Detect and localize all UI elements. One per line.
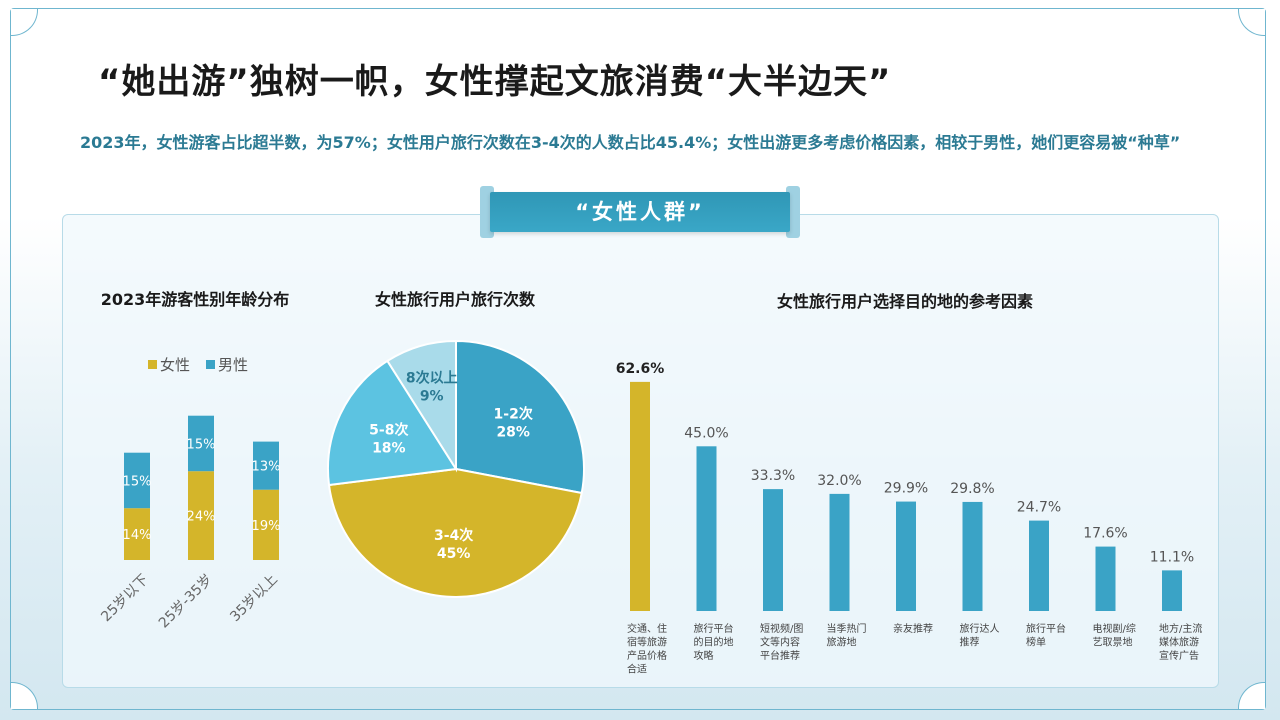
- bar: [696, 446, 717, 611]
- page-subtitle: 2023年，女性游客占比超半数，为57%；女性用户旅行次数在3-4次的人数占比4…: [80, 133, 1181, 152]
- frame-corner: [11, 9, 38, 36]
- data-label: 24.7%: [1017, 500, 1061, 516]
- chart1-title: 2023年游客性别年龄分布: [100, 290, 290, 309]
- x-tick-label: 媒体旅游: [1159, 636, 1199, 649]
- data-label: 29.8%: [950, 481, 994, 497]
- x-tick-label: 艺取景地: [1093, 636, 1133, 649]
- bar: [896, 501, 916, 611]
- x-tick-label: 文等内容: [760, 636, 800, 649]
- pie-slice: [327, 467, 583, 598]
- x-tick-label: 当季热门: [827, 622, 867, 635]
- data-label: 15%: [123, 474, 152, 489]
- slice-percent: 18%: [372, 440, 406, 456]
- section-tag-label: “女性人群”: [490, 192, 790, 232]
- frame-corner: [11, 682, 38, 709]
- data-label: 33.3%: [751, 468, 795, 484]
- legend-swatch: [148, 360, 157, 369]
- x-tick-label: 旅行达人: [960, 622, 1000, 635]
- x-tick-label: 旅行平台: [1026, 622, 1066, 635]
- slice-percent: 28%: [496, 425, 530, 441]
- section-tag: “女性人群”: [480, 186, 800, 242]
- slice-label: 8次以上: [406, 369, 458, 386]
- data-label: 45.0%: [684, 425, 728, 441]
- bar: [763, 489, 783, 611]
- frame-corner: [1238, 682, 1265, 709]
- data-label: 29.9%: [884, 481, 928, 497]
- x-tick-label: 合适: [627, 663, 647, 676]
- data-label: 32.0%: [817, 473, 861, 489]
- chart3-title: 女性旅行用户选择目的地的参考因素: [776, 292, 1033, 311]
- x-tick-label: 推荐: [960, 636, 980, 649]
- slice-label: 5-8次: [369, 421, 408, 438]
- data-label: 17.6%: [1083, 526, 1127, 542]
- slice-percent: 9%: [420, 388, 444, 404]
- data-label: 19%: [252, 519, 281, 534]
- data-label: 15%: [187, 437, 216, 452]
- x-tick-label: 25岁以下: [98, 572, 152, 626]
- legend-label: 女性: [160, 356, 190, 374]
- bar-segment: [124, 508, 150, 560]
- bar-segment: [188, 415, 214, 472]
- bar-segment: [124, 452, 150, 509]
- pie-slice: [455, 339, 585, 495]
- slice-percent: 45%: [437, 546, 471, 562]
- bar-segment: [253, 489, 279, 560]
- x-tick-label: 旅游地: [827, 636, 857, 649]
- data-label: 13%: [252, 460, 281, 475]
- slice-label: 1-2次: [494, 406, 533, 423]
- bar: [1029, 520, 1049, 611]
- x-tick-label: 短视频/图: [760, 622, 803, 635]
- bar: [829, 493, 850, 611]
- bar: [962, 501, 983, 611]
- bar: [1095, 546, 1116, 611]
- slice-label: 3-4次: [434, 527, 473, 544]
- bar-chart: 62.6%交通、住宿等旅游产品价格合适45.0%旅行平台的目的地攻略33.3%短…: [616, 361, 1203, 676]
- x-tick-label: 旅行平台: [694, 622, 734, 635]
- x-tick-label: 宿等旅游: [627, 636, 667, 649]
- x-tick-label: 交通、住: [627, 622, 667, 635]
- frame-corner: [1238, 9, 1265, 36]
- x-tick-label: 产品价格: [627, 649, 667, 662]
- x-tick-label: 攻略: [694, 649, 714, 662]
- chart2-title: 女性旅行用户旅行次数: [374, 290, 535, 309]
- x-tick-label: 榜单: [1026, 636, 1046, 649]
- data-label: 24%: [187, 510, 216, 525]
- bar: [1162, 570, 1182, 611]
- stacked-bar-chart: 女性 男性 14% 15% 25岁以下 24% 15% 25岁-35岁 19% 13% 35岁以上: [98, 356, 281, 632]
- pie-chart: 1-2次 28% 3-4次 45% 5-8次 18% 8次以上 9%: [327, 339, 585, 598]
- legend-label: 男性: [218, 356, 248, 374]
- x-tick-label: 的目的地: [694, 636, 734, 649]
- page-title: “她出游”独树一帜，女性撑起文旅消费“大半边天”: [98, 62, 892, 102]
- x-tick-label: 亲友推荐: [893, 622, 933, 635]
- x-tick-label: 平台推荐: [760, 649, 800, 662]
- legend-swatch: [206, 360, 215, 369]
- x-tick-label: 25岁-35岁: [156, 572, 216, 632]
- pie-slice: [327, 359, 458, 487]
- x-tick-label: 电视剧/综: [1093, 622, 1136, 635]
- x-tick-label: 宣传广告: [1159, 649, 1199, 662]
- pie-slice: [386, 339, 457, 473]
- bar-segment: [188, 471, 214, 560]
- bar: [630, 381, 650, 611]
- x-tick-label: 35岁以上: [227, 572, 281, 626]
- bar-segment: [253, 441, 279, 490]
- data-label: 62.6%: [616, 361, 665, 377]
- data-label: 14%: [123, 528, 152, 543]
- x-tick-label: 地方/主流: [1159, 622, 1202, 635]
- data-label: 11.1%: [1150, 549, 1194, 565]
